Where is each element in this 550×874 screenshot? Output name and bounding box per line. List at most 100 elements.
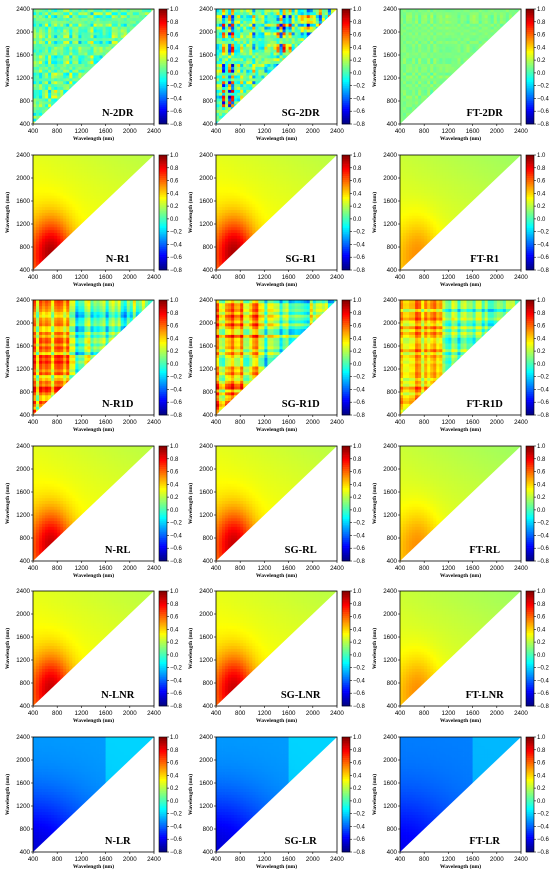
heatmap-cell — [451, 14, 455, 19]
heatmap-cell — [243, 29, 247, 33]
heatmap-cell — [270, 189, 275, 193]
heatmap-cell — [454, 14, 458, 19]
heatmap-cell — [48, 63, 52, 67]
heatmap-cell — [240, 23, 244, 27]
heatmap-cell — [222, 186, 226, 190]
heatmap-cell — [72, 75, 76, 79]
heatmap-cell — [33, 23, 37, 27]
heatmap-cell — [33, 57, 37, 62]
heatmap-cell — [216, 203, 220, 207]
heatmap-cell — [402, 214, 407, 219]
heatmap-cell — [219, 98, 223, 102]
heatmap-cell — [438, 52, 443, 56]
heatmap-cell — [231, 34, 235, 39]
heatmap-cell — [231, 32, 235, 36]
heatmap-cell — [300, 171, 305, 176]
heatmap-cell — [420, 43, 425, 47]
heatmap-cell — [39, 17, 43, 21]
heatmap-cell — [78, 46, 82, 50]
heatmap-cell — [228, 237, 232, 242]
heatmap-cell — [108, 37, 113, 42]
heatmap-cell — [399, 26, 404, 30]
heatmap-cell — [444, 69, 449, 73]
colorbar-segment — [342, 51, 351, 54]
heatmap-cell — [441, 46, 446, 50]
heatmap-cell — [300, 26, 305, 30]
heatmap-cell — [441, 29, 446, 33]
heatmap-cell — [414, 43, 419, 47]
heatmap-cell — [405, 23, 410, 27]
heatmap-cell — [36, 92, 40, 96]
colorbar-segment — [342, 108, 351, 111]
heatmap-cell — [447, 32, 452, 36]
heatmap-cell — [466, 26, 470, 30]
heatmap-cell — [441, 34, 446, 39]
heatmap-cell — [411, 29, 416, 33]
heatmap-cell — [84, 212, 88, 216]
heatmap-cell — [432, 40, 437, 44]
heatmap-cell — [54, 220, 58, 224]
heatmap-cell — [42, 180, 46, 184]
heatmap-cell — [426, 66, 431, 70]
heatmap-cell — [111, 174, 116, 178]
heatmap-cell — [426, 37, 431, 42]
heatmap-cell — [54, 34, 58, 39]
heatmap-cell — [246, 26, 250, 30]
colorbar-segment — [159, 215, 167, 219]
heatmap-cell — [36, 232, 40, 236]
heatmap-cell — [51, 194, 55, 199]
heatmap-cell — [255, 40, 260, 44]
heatmap-cell — [69, 43, 73, 47]
heatmap-cell — [493, 20, 497, 24]
heatmap-cell — [444, 11, 449, 16]
heatmap-cell — [258, 66, 263, 70]
heatmap-cell — [231, 240, 235, 245]
heatmap-cell — [234, 246, 238, 250]
heatmap-cell — [307, 14, 311, 19]
heatmap-cell — [255, 171, 260, 176]
heatmap-cell — [42, 69, 46, 73]
heatmap-cell — [114, 20, 119, 24]
heatmap-cell — [252, 180, 257, 184]
heatmap-cell — [255, 223, 260, 227]
heatmap-cell — [93, 157, 97, 161]
heatmap-cell — [240, 240, 244, 245]
colorbar-tick-label: −0.6 — [537, 109, 550, 115]
heatmap-cell — [255, 72, 260, 76]
heatmap-cell — [222, 72, 226, 76]
heatmap-cell — [90, 11, 94, 16]
heatmap-cell — [219, 154, 223, 158]
heatmap-cell — [432, 23, 437, 27]
heatmap-cell — [102, 191, 106, 196]
heatmap-cell — [237, 14, 241, 19]
heatmap-cell — [402, 258, 407, 262]
heatmap-cell — [249, 191, 253, 196]
heatmap-cell — [261, 217, 266, 222]
heatmap-cell — [66, 14, 70, 19]
heatmap-cell — [69, 14, 73, 19]
heatmap-cell — [75, 57, 79, 62]
heatmap-cell — [490, 9, 494, 13]
heatmap-cell — [426, 63, 431, 67]
panel-label: SG-2DR — [282, 108, 320, 119]
heatmap-cell — [420, 214, 425, 219]
heatmap-cell — [60, 83, 64, 88]
heatmap-cell — [279, 166, 284, 170]
heatmap-cell — [264, 217, 269, 222]
heatmap-cell — [240, 66, 244, 70]
heatmap-cell — [78, 52, 82, 56]
heatmap-cell — [310, 9, 314, 13]
heatmap-cell — [219, 203, 223, 207]
heatmap-cell — [451, 29, 455, 33]
heatmap-cell — [72, 32, 76, 36]
heatmap-cell — [432, 37, 437, 42]
heatmap-cell — [114, 186, 119, 190]
heatmap-cell — [240, 32, 244, 36]
heatmap-cell — [405, 249, 410, 253]
heatmap-cell — [420, 75, 425, 79]
heatmap-cell — [63, 194, 67, 199]
heatmap-cell — [472, 46, 476, 50]
heatmap-cell — [48, 40, 52, 44]
colorbar-segment — [342, 267, 351, 270]
heatmap-cell — [252, 183, 257, 187]
